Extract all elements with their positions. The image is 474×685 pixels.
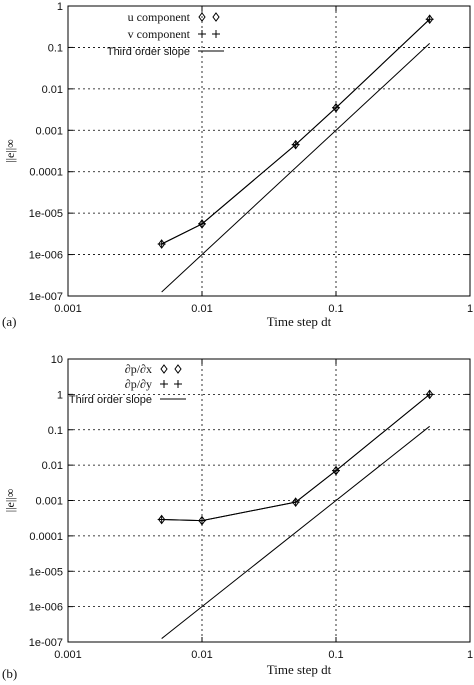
panelb-panel-label: (b): [2, 666, 17, 681]
panelb-y-tick-label: 1: [57, 389, 63, 401]
panelb-x-tick-label: 1: [467, 649, 473, 661]
panelb-legend-diamond-icon: [174, 364, 182, 374]
panela-y-tick-label: 1e-005: [29, 208, 63, 220]
panela-legend-label-3: Third order slope: [107, 46, 190, 58]
panela-y-tick-label: 0.1: [48, 42, 63, 54]
panela-plus-marker: [425, 15, 434, 24]
panelb-x-tick-label: 0.01: [191, 649, 212, 661]
panelb-diamond-marker: [158, 514, 166, 525]
panela-legend-label-1: u component: [128, 10, 191, 24]
panelb-y-tick-label: 0.001: [35, 496, 63, 508]
panelb-plus-marker: [425, 390, 434, 399]
panela-x-axis-title: Time step dt: [267, 314, 332, 329]
panelb-x-tick-label: 0.001: [54, 649, 82, 661]
panela-panel-label: (a): [2, 314, 16, 329]
panelb-y-tick-label: 1e-007: [29, 637, 63, 649]
panela-legend-diamond-icon: [212, 12, 220, 22]
panela-plus-marker: [332, 103, 340, 112]
panela-y-tick-label: 0.0001: [29, 167, 63, 179]
panela-x-tick-label: 1: [467, 303, 473, 315]
panelb-plus-marker: [332, 466, 340, 475]
panela-y-tick-label: 1: [57, 1, 63, 13]
panela-y-tick-label: 1e-006: [29, 250, 63, 262]
panela-x-tick-label: 0.001: [54, 303, 82, 315]
panela-legend-plus-icon: [198, 30, 206, 38]
panela-x-tick-label: 0.01: [191, 303, 212, 315]
panelb-y-tick-label: 10: [51, 354, 63, 366]
panelb-legend-diamond-icon: [160, 364, 168, 374]
panelb-x-tick-label: 0.1: [328, 649, 343, 661]
panela-y-axis-title: ||e||∞: [3, 139, 17, 163]
panela-legend-diamond-icon: [198, 12, 206, 22]
panela-legend-plus-icon: [212, 30, 220, 38]
panelb-plus-marker: [198, 516, 206, 525]
panela-plot-frame: [67, 5, 471, 297]
panelb-y-tick-label: 0.1: [48, 425, 63, 437]
panela-y-tick-label: 0.001: [35, 125, 63, 137]
panelb-y-tick-label: 1e-006: [29, 602, 63, 614]
panelb-plus-marker: [291, 498, 300, 507]
panela-plus-marker: [291, 140, 300, 149]
panelb-legend-plus-icon: [160, 380, 168, 388]
panelb-legend-label-1: ∂p/∂x: [125, 362, 152, 376]
panelb-x-axis-title: Time step dt: [267, 662, 332, 677]
panelb-plus-marker: [157, 515, 166, 524]
panela-plus-marker: [157, 239, 166, 248]
panela-y-tick-label: 1e-007: [29, 291, 63, 303]
panela-legend-label-2: v component: [128, 27, 191, 41]
panela-plus-marker: [198, 219, 206, 228]
panela-series-3-line: [161, 43, 431, 293]
panela-y-tick-label: 0.01: [42, 84, 63, 96]
panelb-y-axis-title: ||e||∞: [3, 489, 17, 513]
panelb-y-tick-label: 1e-005: [29, 566, 63, 578]
panelb-series-3-line: [161, 425, 430, 639]
panelb-y-tick-label: 0.0001: [29, 531, 63, 543]
panelb-legend-plus-icon: [174, 380, 182, 388]
panelb-legend-label-3: Third order slope: [69, 394, 152, 406]
panela-x-tick-label: 0.1: [328, 303, 343, 315]
panelb-legend-label-2: ∂p/∂y: [125, 377, 152, 391]
panelb-y-tick-label: 0.01: [42, 460, 63, 472]
